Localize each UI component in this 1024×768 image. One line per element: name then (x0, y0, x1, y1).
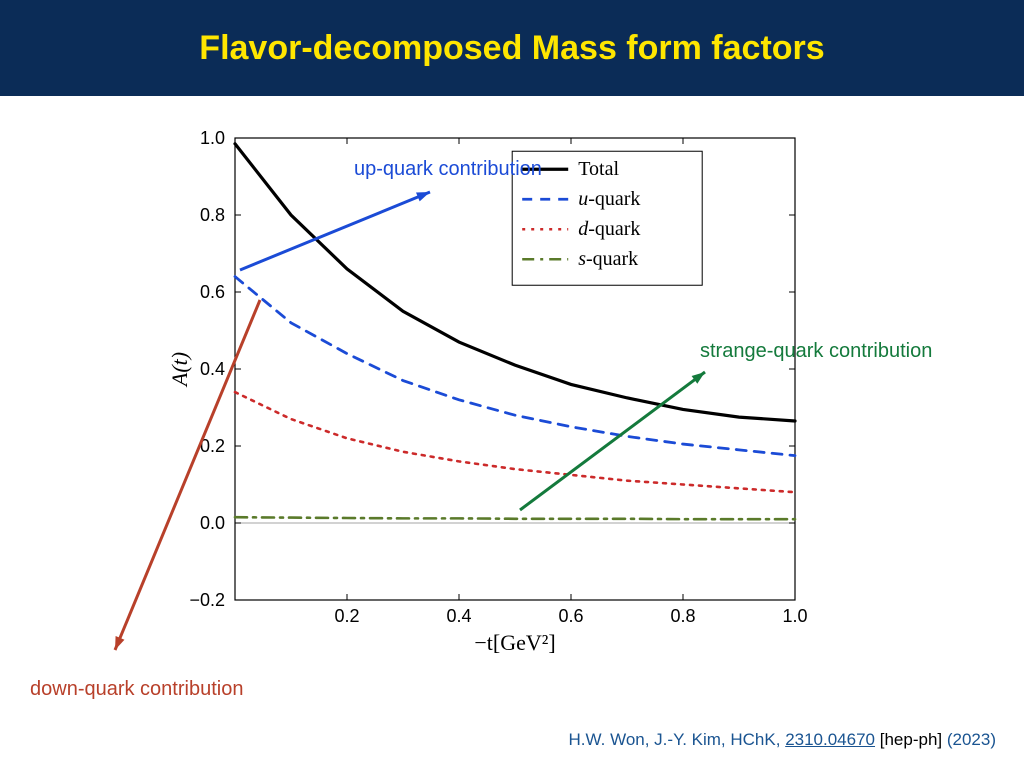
svg-text:−t[GeV²]: −t[GeV²] (474, 630, 555, 655)
svg-text:s-quark: s-quark (578, 248, 638, 270)
svg-text:0.2: 0.2 (200, 436, 225, 456)
svg-text:u-quark: u-quark (578, 188, 640, 210)
svg-text:0.4: 0.4 (200, 359, 225, 379)
svg-text:0.8: 0.8 (670, 606, 695, 626)
svg-text:0.4: 0.4 (446, 606, 471, 626)
svg-text:0.8: 0.8 (200, 205, 225, 225)
svg-text:Total: Total (578, 158, 619, 180)
svg-text:0.2: 0.2 (334, 606, 359, 626)
svg-text:1.0: 1.0 (200, 128, 225, 148)
slide-header: Flavor-decomposed Mass form factors (0, 0, 1024, 96)
svg-text:A(t): A(t) (170, 352, 192, 388)
slide-title: Flavor-decomposed Mass form factors (199, 29, 824, 68)
citation: H.W. Won, J.-Y. Kim, HChK, 2310.04670 [h… (569, 730, 996, 750)
form-factor-chart: 0.2 0.4 0.6 0.8 1.0 −0.2 0.0 0.2 0.4 0.6 0.8 1.0 −t[… (170, 120, 810, 660)
citation-year: (2023) (947, 730, 996, 749)
citation-suffix: [hep-ph] (880, 730, 947, 749)
svg-text:0.6: 0.6 (558, 606, 583, 626)
svg-text:0.0: 0.0 (200, 513, 225, 533)
annotation-down-quark: down-quark contribution (30, 678, 243, 701)
annotation-strange-quark: strange-quark contribution (700, 340, 932, 363)
citation-arxiv-link[interactable]: 2310.04670 (785, 730, 875, 749)
svg-text:0.6: 0.6 (200, 282, 225, 302)
svg-text:d-quark: d-quark (578, 218, 640, 240)
svg-text:1.0: 1.0 (782, 606, 807, 626)
annotation-up-quark: up-quark contribution (354, 158, 542, 181)
citation-authors: H.W. Won, J.-Y. Kim, HChK, (569, 730, 786, 749)
svg-text:−0.2: −0.2 (189, 590, 225, 610)
chart-container: 0.2 0.4 0.6 0.8 1.0 −0.2 0.0 0.2 0.4 0.6 0.8 1.0 −t[… (170, 120, 810, 660)
